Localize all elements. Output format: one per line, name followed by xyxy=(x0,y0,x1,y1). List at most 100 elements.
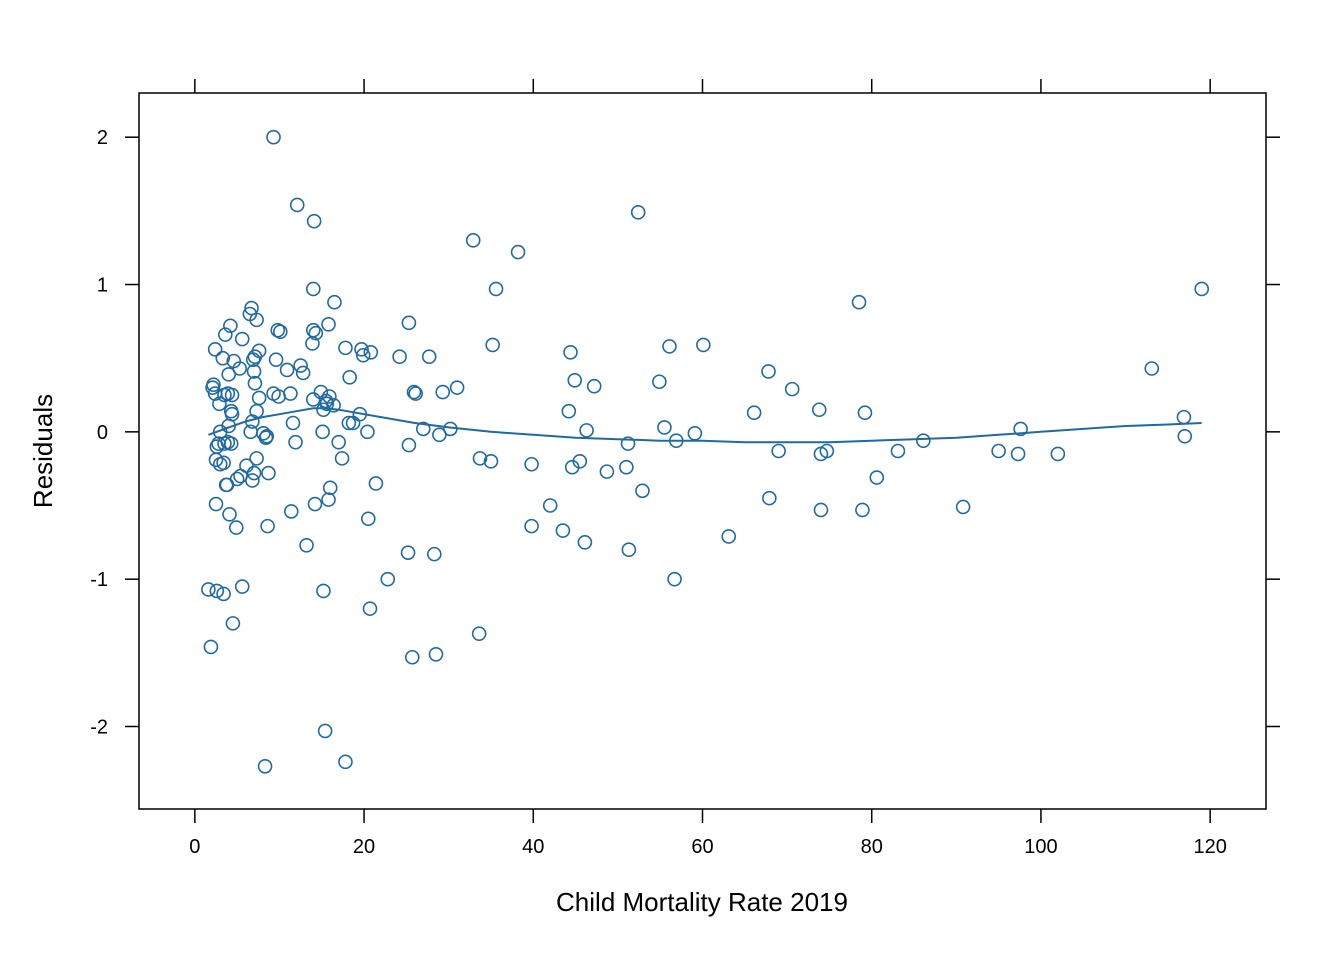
data-point xyxy=(619,459,634,475)
data-point xyxy=(784,381,800,397)
data-point xyxy=(293,358,308,373)
data-point xyxy=(331,434,346,450)
data-point xyxy=(216,586,231,602)
data-point xyxy=(1177,428,1193,444)
data-point xyxy=(289,197,305,213)
data-point xyxy=(916,433,931,448)
data-point xyxy=(305,281,321,297)
data-point xyxy=(221,367,236,382)
data-point xyxy=(246,364,262,379)
data-point xyxy=(216,455,231,471)
data-point xyxy=(819,443,835,459)
data-point xyxy=(306,213,322,229)
data-point xyxy=(401,437,417,453)
data-point xyxy=(249,312,264,328)
data-point xyxy=(392,349,407,365)
data-point xyxy=(855,502,870,518)
data-point xyxy=(955,499,971,515)
data-point xyxy=(667,571,682,587)
data-point xyxy=(305,322,321,338)
data-point xyxy=(206,377,221,393)
y-tick-label: -2 xyxy=(90,716,108,738)
data-point xyxy=(225,616,241,631)
data-point xyxy=(360,424,375,440)
data-point xyxy=(279,362,295,378)
data-point xyxy=(363,344,379,360)
data-point xyxy=(224,406,240,422)
data-point xyxy=(652,374,667,390)
data-point xyxy=(246,465,262,481)
data-point xyxy=(1194,281,1209,297)
x-tick-label: 0 xyxy=(189,836,200,858)
data-point xyxy=(483,454,499,469)
data-point xyxy=(215,350,231,366)
data-point xyxy=(811,402,827,418)
data-point xyxy=(401,315,417,331)
data-point xyxy=(404,649,420,665)
data-point xyxy=(244,300,259,316)
data-point xyxy=(209,583,225,599)
data-point xyxy=(338,340,353,356)
data-point xyxy=(203,639,219,655)
data-point xyxy=(307,496,323,512)
data-point xyxy=(435,384,451,400)
data-point xyxy=(234,579,250,594)
data-point xyxy=(380,571,396,587)
data-point xyxy=(266,129,281,145)
data-point xyxy=(449,380,465,395)
data-point xyxy=(561,403,577,419)
data-point xyxy=(316,583,331,599)
data-point xyxy=(630,205,646,220)
data-point xyxy=(368,476,384,491)
data-point xyxy=(485,337,500,353)
x-axis-title: Child Mortality Rate 2019 xyxy=(556,887,848,917)
data-point xyxy=(567,372,583,388)
data-point xyxy=(542,498,558,513)
data-point xyxy=(257,758,273,774)
data-point xyxy=(472,451,488,466)
x-tick-label: 80 xyxy=(861,836,883,858)
data-point xyxy=(746,405,762,420)
data-point xyxy=(696,337,711,353)
data-point xyxy=(338,754,353,770)
data-point xyxy=(991,443,1006,459)
data-point xyxy=(662,339,677,354)
data-point xyxy=(432,427,447,443)
data-point xyxy=(579,423,594,438)
data-point xyxy=(261,465,276,481)
data-point xyxy=(620,436,636,451)
data-point xyxy=(223,436,239,451)
data-point xyxy=(524,456,539,472)
plot-frame xyxy=(138,92,1267,810)
data-point xyxy=(326,398,341,413)
data-point xyxy=(342,370,357,385)
y-axis-title: Residuals xyxy=(28,394,58,508)
data-point xyxy=(563,344,578,360)
data-point xyxy=(212,396,227,412)
x-tick-label: 120 xyxy=(1193,836,1226,858)
data-point xyxy=(232,361,247,376)
y-tick-label: -1 xyxy=(90,569,108,591)
data-point xyxy=(285,415,301,431)
data-point xyxy=(299,537,314,553)
y-tick-label: 0 xyxy=(97,422,108,444)
data-point xyxy=(315,424,330,440)
data-point xyxy=(251,343,267,359)
data-point xyxy=(341,415,357,431)
data-point xyxy=(272,324,288,339)
data-point xyxy=(305,392,321,407)
data-point xyxy=(352,406,368,422)
data-point xyxy=(222,507,237,522)
data-point xyxy=(322,389,337,404)
data-point xyxy=(668,433,684,448)
data-point xyxy=(234,331,250,347)
smooth-trend-line xyxy=(208,407,1202,444)
data-point xyxy=(260,518,275,534)
data-point xyxy=(218,327,233,342)
data-point xyxy=(319,396,335,412)
data-point xyxy=(354,342,369,357)
data-point xyxy=(322,480,338,496)
data-point xyxy=(635,483,650,499)
data-point xyxy=(270,322,286,338)
